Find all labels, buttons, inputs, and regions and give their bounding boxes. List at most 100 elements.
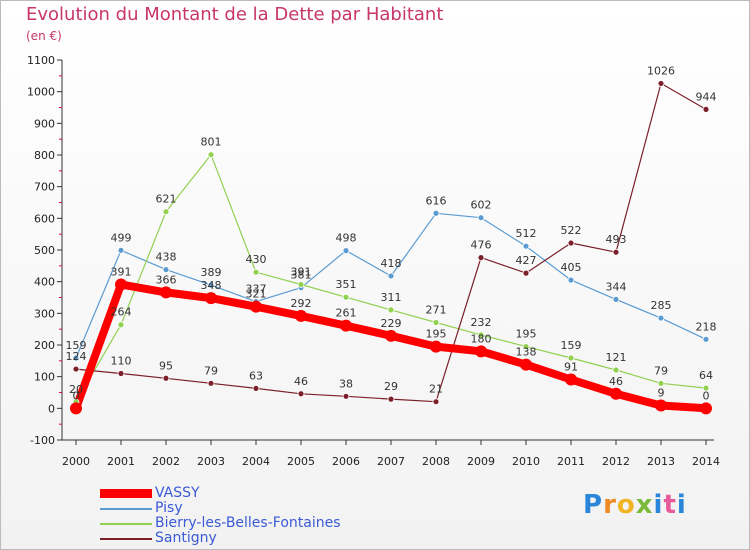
data-label-bierry-les-belles-fontaines: 20 [69, 383, 83, 396]
y-tick-label: 900 [34, 117, 55, 130]
data-point-vassy [655, 399, 667, 412]
data-label-vassy: 195 [426, 328, 447, 341]
data-point-santigny [477, 254, 485, 262]
data-label-pisy: 512 [516, 227, 537, 240]
y-tick-label: 1100 [27, 54, 55, 67]
data-point-vassy [70, 402, 82, 415]
data-label-pisy: 218 [696, 320, 717, 333]
data-point-bierry-les-belles-fontaines [342, 293, 350, 301]
data-point-vassy [295, 309, 307, 322]
data-label-pisy: 498 [336, 232, 357, 245]
data-label-santigny: 1026 [647, 64, 675, 77]
data-point-santigny [162, 374, 170, 382]
data-label-santigny: 124 [66, 350, 87, 363]
x-tick-label: 2009 [467, 455, 495, 468]
data-label-santigny: 38 [339, 377, 353, 390]
data-label-pisy: 381 [291, 269, 312, 282]
data-label-bierry-les-belles-fontaines: 311 [381, 291, 402, 304]
data-point-santigny [72, 365, 80, 373]
data-label-pisy: 405 [561, 261, 582, 274]
data-label-pisy: 616 [426, 194, 447, 207]
data-point-pisy [432, 209, 440, 217]
data-label-vassy: 91 [564, 361, 578, 374]
data-label-bierry-les-belles-fontaines: 232 [471, 316, 492, 329]
data-label-bierry-les-belles-fontaines: 801 [201, 136, 222, 149]
data-point-pisy [702, 335, 710, 343]
data-label-bierry-les-belles-fontaines: 264 [111, 306, 132, 319]
y-tick-label: 1000 [27, 86, 55, 99]
data-point-bierry-les-belles-fontaines [477, 331, 485, 339]
legend-item-bierry[interactable]: Bierry-les-Belles-Fontaines [100, 515, 380, 531]
data-label-bierry-les-belles-fontaines: 121 [606, 351, 627, 364]
x-tick-label: 2011 [557, 455, 585, 468]
data-point-pisy [567, 276, 575, 284]
y-tick-label: 800 [34, 149, 55, 162]
legend-swatch-santigny [100, 538, 152, 540]
data-label-bierry-les-belles-fontaines: 271 [426, 304, 447, 317]
data-point-vassy [115, 278, 127, 291]
data-point-vassy [160, 286, 172, 299]
y-tick-label: 100 [34, 371, 55, 384]
x-tick-label: 2003 [197, 455, 225, 468]
legend-swatch-vassy [100, 489, 152, 498]
data-point-pisy [477, 214, 485, 222]
legend-item-vassy[interactable]: VASSY [100, 485, 380, 501]
x-tick-label: 2007 [377, 455, 405, 468]
data-label-santigny: 476 [471, 239, 492, 252]
data-label-santigny: 95 [159, 359, 173, 372]
data-point-bierry-les-belles-fontaines [702, 384, 710, 392]
data-point-santigny [297, 390, 305, 398]
x-tick-label: 2010 [512, 455, 540, 468]
data-label-vassy: 0 [703, 389, 710, 402]
data-point-vassy [385, 329, 397, 342]
legend: VASSY Pisy Bierry-les-Belles-Fontaines S… [100, 485, 380, 546]
y-tick-label: 700 [34, 181, 55, 194]
data-label-bierry-les-belles-fontaines: 430 [246, 253, 267, 266]
data-label-santigny: 522 [561, 224, 582, 237]
data-point-santigny [207, 379, 215, 387]
data-point-santigny [387, 395, 395, 403]
data-label-bierry-les-belles-fontaines: 351 [336, 278, 357, 291]
data-point-vassy [205, 292, 217, 305]
data-label-santigny: 29 [384, 380, 398, 393]
data-point-santigny [522, 269, 530, 277]
legend-item-santigny[interactable]: Santigny [100, 530, 380, 546]
x-tick-label: 2008 [422, 455, 450, 468]
legend-swatch-bierry [100, 523, 152, 525]
data-point-santigny [432, 398, 440, 406]
data-label-pisy: 418 [381, 257, 402, 270]
data-label-santigny: 493 [606, 233, 627, 246]
data-label-vassy: 348 [201, 279, 222, 292]
y-tick-label: 300 [34, 307, 55, 320]
data-point-bierry-les-belles-fontaines [252, 268, 260, 276]
x-tick-label: 2013 [647, 455, 675, 468]
data-label-vassy: 180 [471, 332, 492, 345]
data-point-santigny [342, 392, 350, 400]
legend-label-pisy: Pisy [155, 500, 183, 516]
data-label-vassy: 46 [609, 375, 623, 388]
legend-swatch-pisy [100, 508, 152, 510]
data-point-bierry-les-belles-fontaines [117, 321, 125, 329]
data-label-pisy: 602 [471, 199, 492, 212]
legend-item-pisy[interactable]: Pisy [100, 500, 380, 516]
legend-label-vassy: VASSY [155, 485, 200, 501]
data-label-vassy: 9 [658, 386, 665, 399]
data-label-vassy: 391 [111, 266, 132, 279]
y-tick-label: 400 [34, 276, 55, 289]
unit-label: (en €) [26, 29, 62, 43]
data-label-vassy: 366 [156, 273, 177, 286]
data-label-vassy: 261 [336, 307, 357, 320]
data-point-pisy [162, 266, 170, 274]
axes: -100010020030040050060070080090010001100… [27, 54, 720, 468]
data-label-vassy: 292 [291, 297, 312, 310]
data-point-santigny [612, 248, 620, 256]
data-label-santigny: 63 [249, 369, 263, 382]
x-tick-label: 2014 [692, 455, 720, 468]
x-tick-label: 2002 [152, 455, 180, 468]
data-label-santigny: 46 [294, 375, 308, 388]
data-point-vassy [520, 358, 532, 371]
data-label-pisy: 499 [111, 231, 132, 244]
data-point-vassy [565, 373, 577, 386]
